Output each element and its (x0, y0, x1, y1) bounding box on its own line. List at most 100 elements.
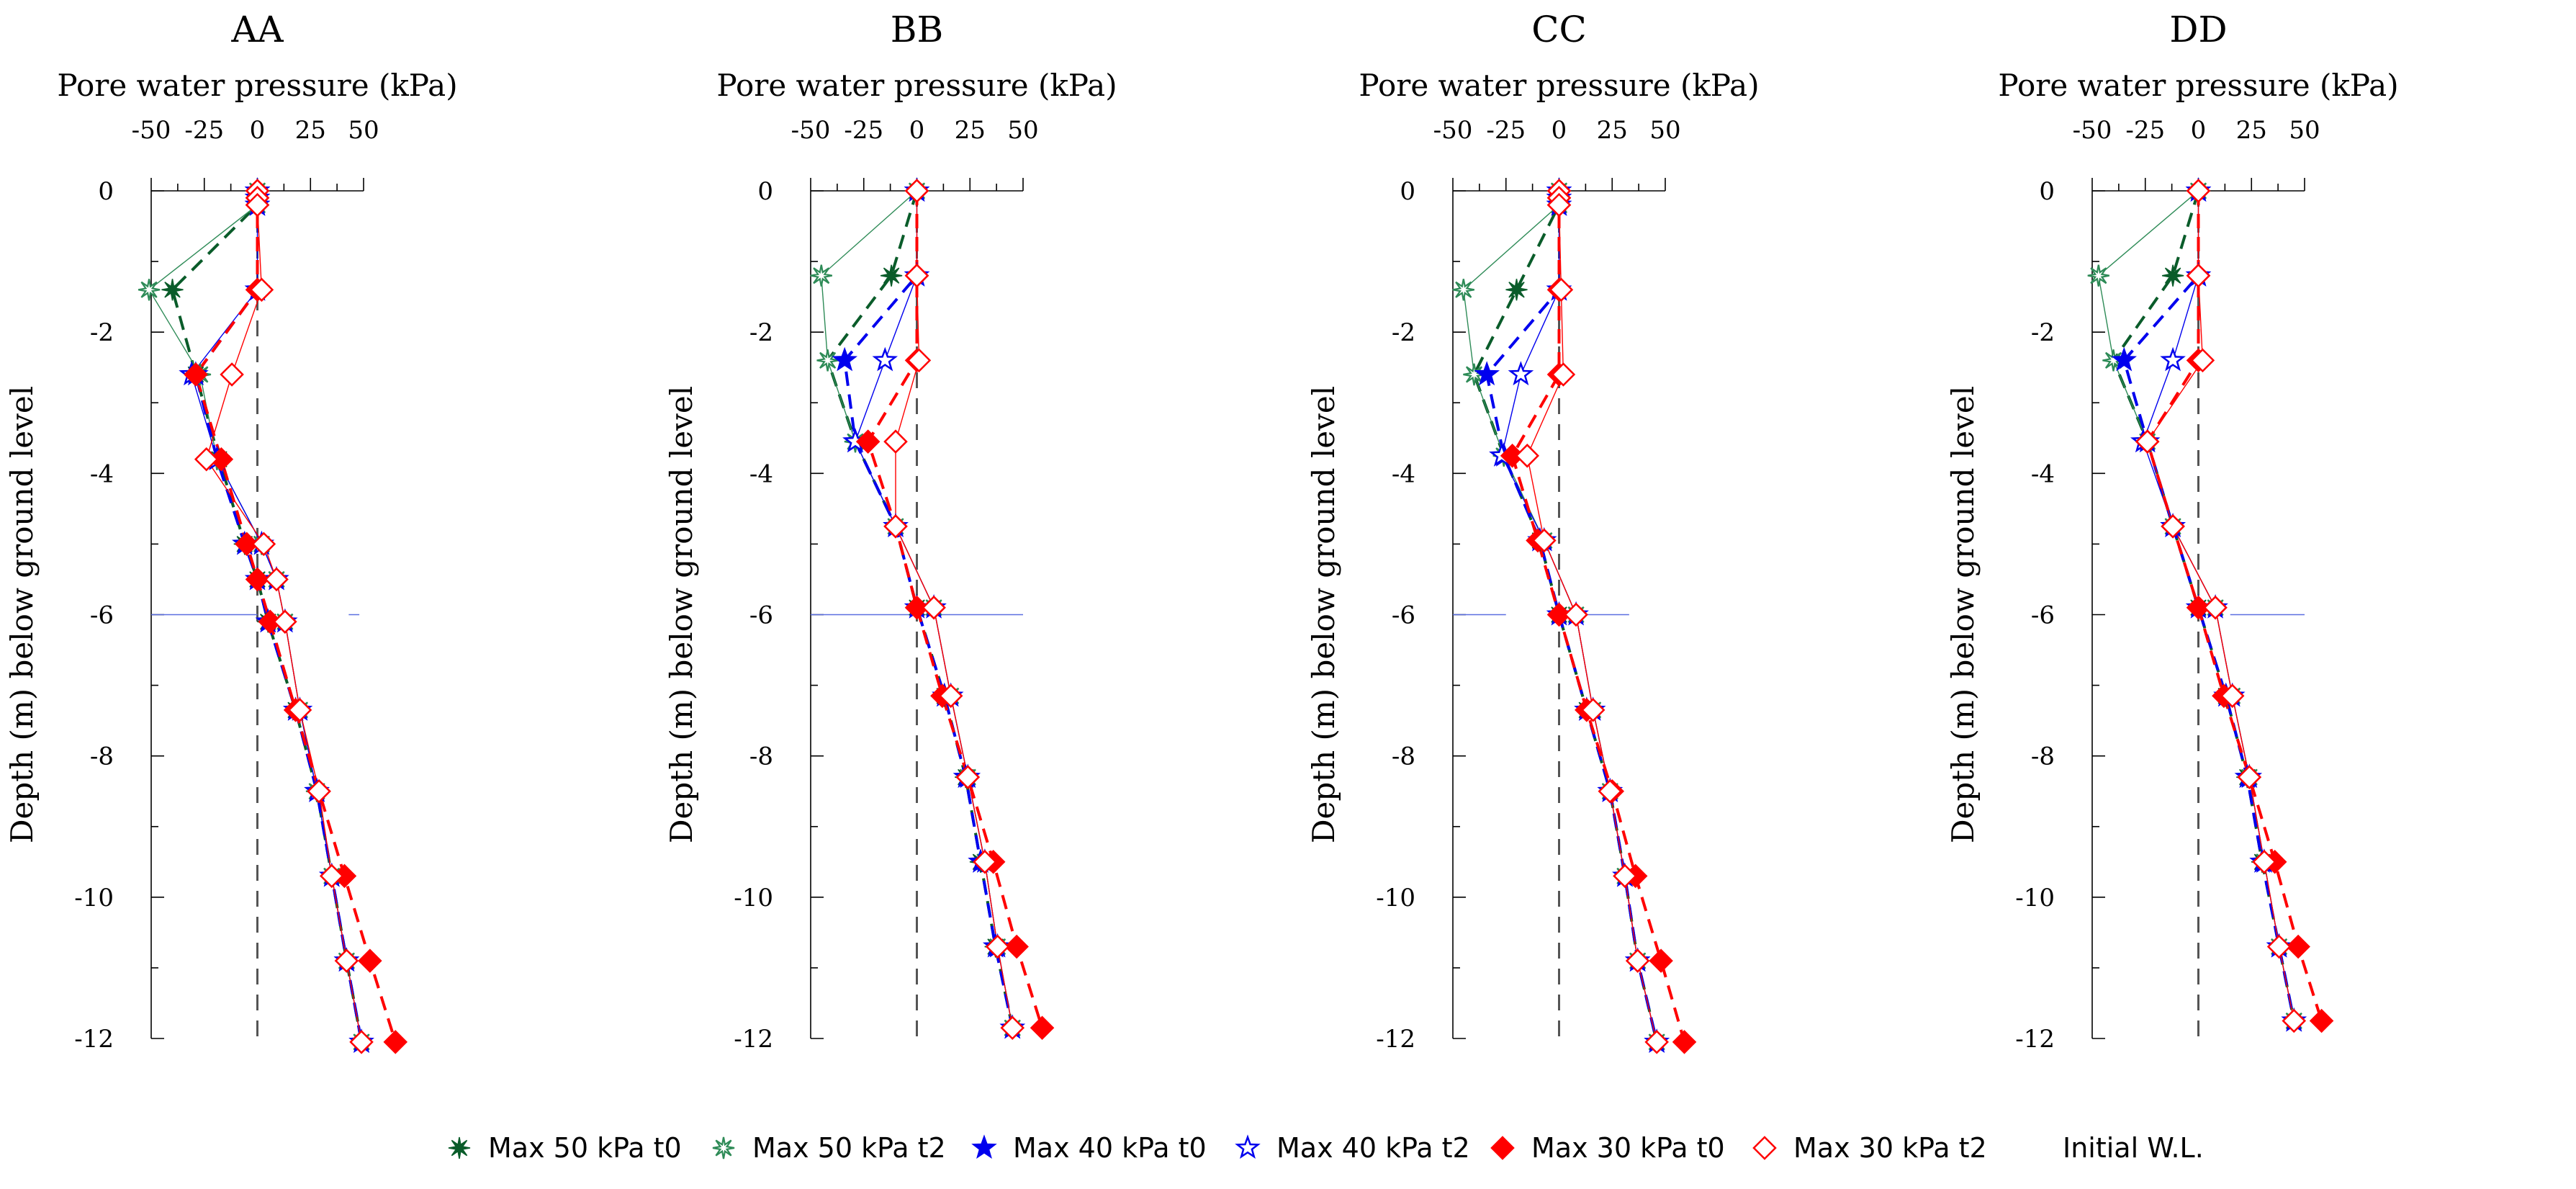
y-axis-title: Depth (m) below ground level (4, 386, 40, 843)
y-tick-label: -4 (749, 459, 773, 488)
legend-label: Max 30 kPa t2 (1793, 1132, 1987, 1164)
x-tick-label: 0 (909, 116, 925, 145)
data-point (904, 179, 929, 203)
data-point (2203, 595, 2228, 620)
series-line-5 (1526, 191, 1657, 1043)
legend-marker (1235, 1134, 1261, 1159)
data-point (1598, 779, 1623, 804)
y-axis-title: Depth (m) below ground level (1945, 386, 1981, 843)
data-point (161, 279, 184, 301)
y-axis-title: Depth (m) below ground level (1306, 386, 1341, 843)
data-point (955, 765, 981, 789)
y-axis-title: Depth (m) below ground level (664, 386, 699, 843)
x-tick-label: 25 (1597, 116, 1628, 145)
x-axis-title: Pore water pressure (kPa) (1359, 68, 1759, 103)
data-point (307, 779, 331, 804)
y-tick-label: -6 (2031, 601, 2055, 630)
data-point (2237, 765, 2262, 789)
series-line-4 (2145, 191, 2323, 1022)
data-point (2186, 179, 2211, 203)
y-tick-label: 0 (98, 177, 114, 206)
y-tick-label: -2 (90, 318, 114, 347)
data-point (1649, 948, 1673, 973)
panel-cc: CC Pore water pressure (kPa) Depth (m) bel… (1306, 9, 1760, 1054)
data-point (264, 567, 289, 592)
x-tick-label: -50 (791, 116, 831, 145)
data-point (194, 447, 219, 472)
x-tick-label: 50 (2289, 116, 2320, 145)
x-tick-label: 25 (2236, 116, 2267, 145)
data-point (2087, 264, 2109, 287)
x-tick-label: -25 (844, 116, 883, 145)
y-tick-label: -12 (2015, 1025, 2055, 1054)
series-line-2 (843, 191, 1014, 1028)
data-point (855, 429, 881, 454)
x-tick-label: -25 (184, 116, 224, 145)
x-tick-label: 50 (1007, 116, 1038, 145)
panel-title: AA (230, 9, 284, 50)
legend-label: Max 40 kPa t0 (1013, 1132, 1207, 1164)
panel-title: CC (1531, 9, 1587, 50)
y-tick-label: -2 (2031, 318, 2055, 347)
data-point (251, 531, 276, 557)
data-point (334, 948, 359, 973)
data-point (1644, 1030, 1669, 1054)
y-tick-label: -10 (74, 884, 114, 912)
data-point (1564, 602, 1588, 627)
data-point (1580, 698, 1606, 722)
y-tick-label: -6 (749, 601, 773, 630)
data-point (1030, 1015, 1055, 1041)
panel-dd: DD Pore water pressure (kPa) Depth (m) bel… (1945, 9, 2399, 1054)
data-point (2160, 346, 2186, 372)
x-tick-label: -25 (1486, 116, 1526, 145)
data-point (1625, 948, 1650, 973)
data-point (880, 264, 903, 287)
y-tick-label: -10 (1376, 884, 1415, 912)
y-tick-label: -6 (90, 601, 114, 630)
y-tick-label: 0 (757, 177, 773, 206)
data-point (1515, 444, 1540, 468)
x-tick-label: 25 (955, 116, 986, 145)
y-tick-label: -8 (90, 742, 114, 771)
legend: Max 50 kPa t0 Max 50 kPa t2 Max 40 kPa t0 M… (448, 1132, 2204, 1164)
y-tick-label: -12 (74, 1025, 114, 1054)
y-tick-label: -12 (734, 1025, 773, 1054)
legend-label: Max 50 kPa t0 (488, 1132, 682, 1164)
data-point (2282, 1008, 2307, 1033)
data-point (1508, 361, 1534, 386)
data-point (2111, 346, 2137, 372)
y-tick-label: -8 (749, 742, 773, 771)
series-line-4 (866, 191, 1044, 1028)
data-point (220, 362, 244, 387)
data-point (922, 595, 946, 620)
series-line-5 (205, 191, 362, 1043)
data-point (245, 567, 270, 592)
y-tick-label: 0 (2039, 177, 2055, 206)
data-point (2286, 934, 2310, 959)
data-point (273, 609, 297, 634)
y-tick-label: -8 (1392, 742, 1415, 771)
legend-marker (448, 1136, 471, 1159)
data-point (810, 264, 832, 287)
data-point (1474, 361, 1500, 386)
y-tick-label: -4 (2031, 459, 2055, 488)
y-tick-label: 0 (1400, 177, 1415, 206)
data-point (883, 429, 908, 454)
data-point (1546, 602, 1572, 627)
legend-marker (1490, 1136, 1515, 1160)
data-point (904, 263, 929, 288)
data-point (184, 362, 208, 387)
data-point (906, 348, 932, 373)
data-point (138, 279, 161, 301)
data-point (816, 349, 839, 372)
data-point (383, 1030, 408, 1054)
x-tick-label: 0 (2191, 116, 2207, 145)
data-point (883, 514, 908, 539)
data-point (2186, 263, 2211, 288)
data-point (904, 595, 929, 620)
y-tick-label: -6 (1392, 601, 1415, 630)
data-point (2190, 348, 2215, 373)
data-point (2220, 683, 2245, 709)
data-point (973, 850, 997, 874)
x-axis-title: Pore water pressure (kPa) (1998, 68, 2398, 103)
